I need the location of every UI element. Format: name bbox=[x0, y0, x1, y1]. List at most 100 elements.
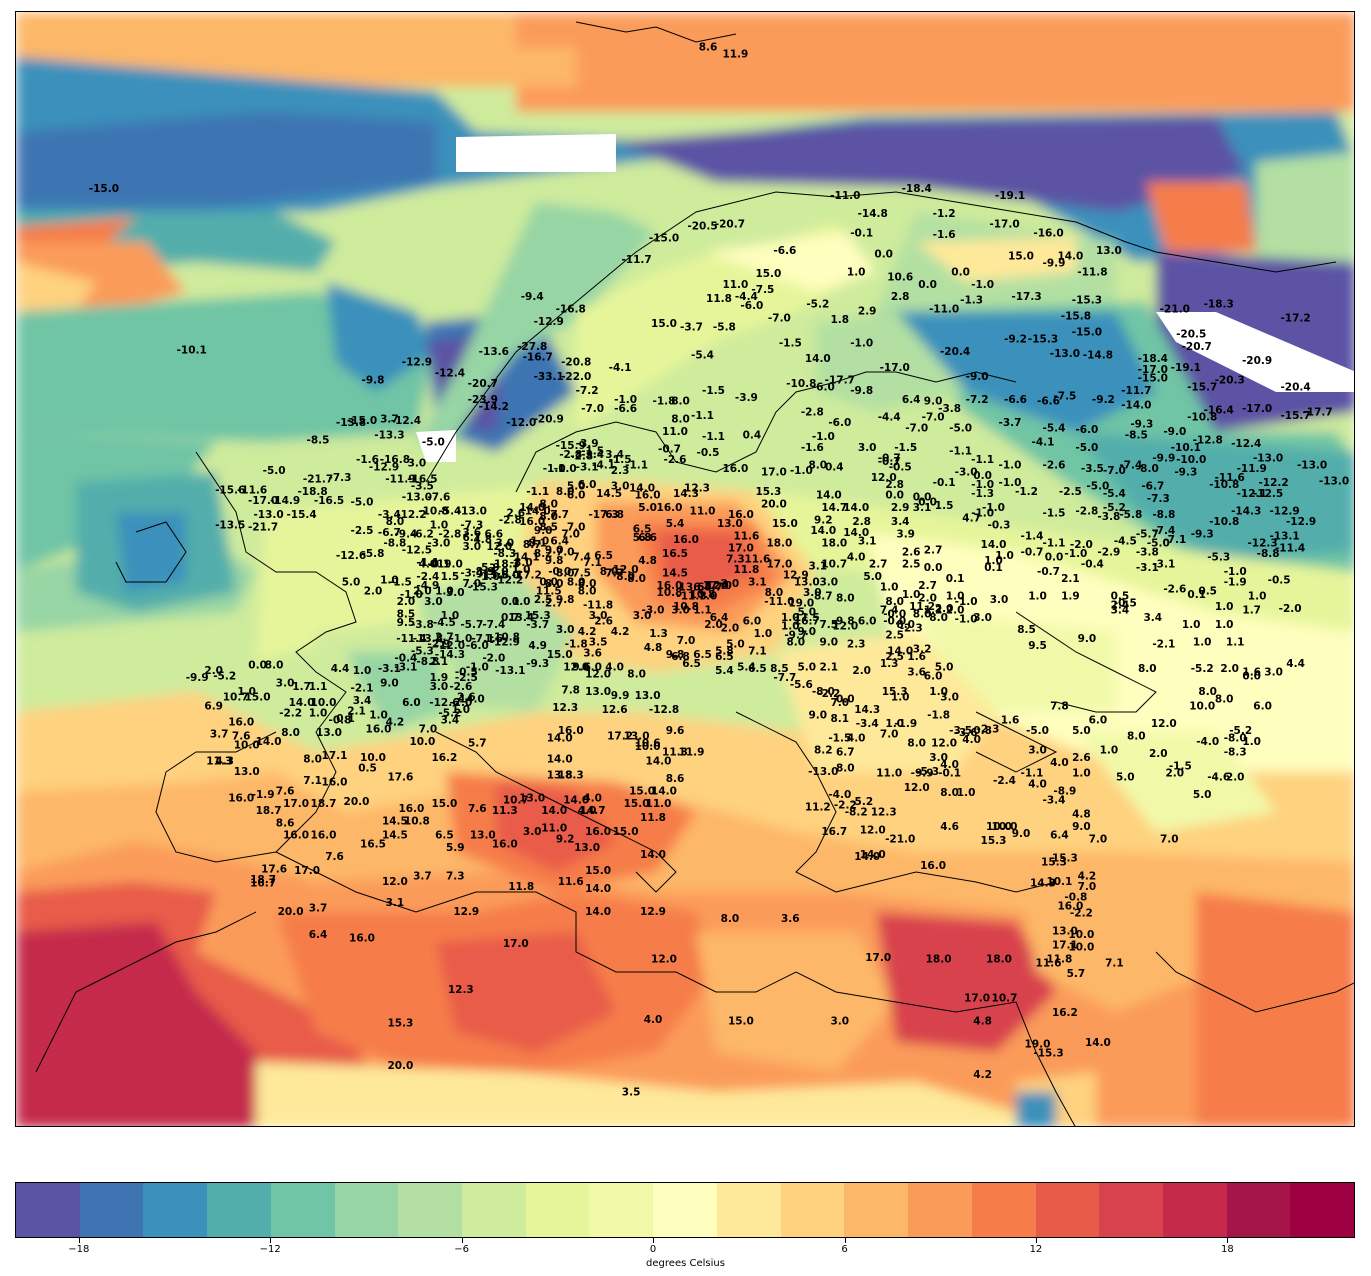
station-temperature-label: 8.0 bbox=[836, 592, 855, 604]
station-temperature-label: 9.6 bbox=[572, 661, 591, 673]
colorbar-tick-mark bbox=[1035, 1238, 1037, 1243]
station-temperature-label: -9.9 bbox=[1043, 258, 1066, 270]
station-temperature-label: 1.7 bbox=[292, 681, 311, 693]
station-temperature-label: -4.1 bbox=[592, 460, 615, 472]
station-temperature-label: -12.9 bbox=[490, 637, 520, 649]
station-temperature-label: 3.0 bbox=[446, 587, 465, 599]
station-temperature-label: 2.0 bbox=[704, 619, 723, 631]
station-temperature-label: 8.0 bbox=[627, 669, 646, 681]
station-temperature-label: -3.1 bbox=[1152, 559, 1175, 571]
station-temperature-label: 8.0 bbox=[671, 396, 690, 408]
station-temperature-label: 12.3 bbox=[871, 807, 897, 819]
station-temperature-label: 1.6 bbox=[484, 633, 503, 645]
station-temperature-label: -2.8 bbox=[570, 451, 593, 463]
station-temperature-label: -2.5 bbox=[1059, 486, 1082, 498]
station-temperature-label: 11.8 bbox=[640, 812, 666, 824]
station-temperature-label: 1.0 bbox=[1100, 745, 1119, 757]
station-temperature-label: 2.7 bbox=[545, 598, 564, 610]
station-temperature-label: -7.0 bbox=[1103, 465, 1126, 477]
station-temperature-label: 8.0 bbox=[721, 913, 740, 925]
colorbar-segment bbox=[143, 1183, 208, 1237]
station-temperature-label: 16.7 bbox=[250, 878, 276, 890]
station-temperature-label: 16.5 bbox=[662, 548, 688, 560]
station-temperature-label: 3.0 bbox=[556, 624, 575, 636]
station-temperature-label: 6.4 bbox=[1050, 830, 1069, 842]
station-temperature-label: 19.0 bbox=[437, 559, 463, 571]
station-temperature-label: 8.0 bbox=[281, 727, 300, 739]
station-temperature-label: -8.5 bbox=[1125, 429, 1148, 441]
station-temperature-label: 3.0 bbox=[940, 692, 959, 704]
station-temperature-label: 7.3 bbox=[726, 553, 745, 565]
station-temperature-label: -2.6 bbox=[1163, 584, 1186, 596]
station-temperature-label: 10.0 bbox=[1068, 929, 1094, 941]
station-temperature-label: -1.0 bbox=[449, 633, 472, 645]
station-temperature-label: 6.6 bbox=[484, 529, 503, 541]
station-temperature-label: -17.0 bbox=[1242, 403, 1272, 415]
station-temperature-label: 10.7 bbox=[992, 993, 1018, 1005]
station-temperature-label: 13.0 bbox=[470, 830, 496, 842]
station-temperature-label: 1.5 bbox=[935, 500, 954, 512]
station-temperature-label: 11.0 bbox=[876, 768, 902, 780]
station-temperature-label: -1.2 bbox=[933, 208, 956, 220]
station-temperature-label: -1.5 bbox=[609, 454, 632, 466]
station-temperature-label: 0.0 bbox=[951, 266, 970, 278]
station-temperature-label: 2.0 bbox=[935, 603, 954, 615]
station-temperature-label: -7.0 bbox=[905, 422, 928, 434]
station-temperature-label: -2.8 bbox=[559, 449, 582, 461]
station-temperature-label: -7.3 bbox=[329, 472, 352, 484]
station-temperature-label: 11.5 bbox=[794, 612, 820, 624]
station-temperature-label: 8.0 bbox=[556, 568, 575, 580]
colorbar-tick-mark bbox=[1227, 1238, 1229, 1243]
station-temperature-label: -23.9 bbox=[468, 394, 498, 406]
station-temperature-label: 6.9 bbox=[204, 700, 223, 712]
station-labels: 8.611.9-15.0-11.0-18.4-19.1-14.8 -1.2-17.… bbox=[89, 41, 1349, 1098]
station-temperature-label: -1.5 bbox=[828, 732, 851, 744]
station-temperature-label: -17.2 bbox=[1280, 313, 1310, 325]
station-temperature-label: 11.0 bbox=[646, 798, 672, 810]
station-temperature-label: -1.3 bbox=[960, 295, 983, 307]
station-temperature-label: -5.4 bbox=[691, 350, 714, 362]
station-temperature-label: -3.8 bbox=[1136, 546, 1159, 558]
station-temperature-label: -12.9 bbox=[402, 357, 432, 369]
station-temperature-label: 1.0 bbox=[1028, 591, 1047, 603]
station-temperature-label: 6.0 bbox=[858, 615, 877, 627]
station-temperature-label: 11.6 bbox=[733, 530, 759, 542]
station-temperature-label: 6.0 bbox=[924, 670, 943, 682]
station-temperature-label: 3.1 bbox=[748, 576, 767, 588]
station-temperature-label: 0.0 bbox=[1242, 670, 1261, 682]
station-temperature-label: 2.0 bbox=[1165, 768, 1184, 780]
station-temperature-label: 14.5 bbox=[382, 816, 408, 828]
station-temperature-label: -1.1 bbox=[526, 486, 549, 498]
station-temperature-label: 11.6 bbox=[1036, 957, 1062, 969]
station-temperature-label: -7.4 bbox=[1119, 460, 1142, 472]
station-temperature-label: 0.1 bbox=[984, 562, 1003, 574]
station-temperature-label: 15.3 bbox=[882, 686, 908, 698]
station-temperature-label: 2.0 bbox=[413, 585, 432, 597]
station-temperature-label: 8.0 bbox=[545, 578, 564, 590]
station-temperature-label: 8.0 bbox=[836, 762, 855, 774]
station-temperature-label: 4.4 bbox=[1286, 658, 1305, 670]
station-temperature-label: 0.0 bbox=[512, 596, 531, 608]
station-temperature-label: -15.3 bbox=[1028, 334, 1058, 346]
station-temperature-label: -5.7 bbox=[460, 619, 483, 631]
station-temperature-label: -4.5 bbox=[433, 617, 456, 629]
station-temperature-label: -15.3 bbox=[468, 582, 498, 594]
station-temperature-label: -1.1 bbox=[702, 431, 725, 443]
station-temperature-label: 8.1 bbox=[830, 713, 849, 725]
station-temperature-label: 0.5 bbox=[1198, 585, 1217, 597]
station-temperature-label: 1.0 bbox=[1215, 601, 1234, 613]
station-temperature-label: 15.0 bbox=[1008, 251, 1034, 263]
station-temperature-label: 6.5 bbox=[435, 830, 454, 842]
station-temperature-label: -2.6 bbox=[449, 681, 472, 693]
station-temperature-label: 1.0 bbox=[1182, 619, 1201, 631]
station-temperature-label: 14.0 bbox=[525, 506, 551, 518]
station-temperature-label: -5.4 bbox=[1043, 422, 1066, 434]
station-temperature-label: -7.0 bbox=[922, 412, 945, 424]
station-temperature-label: 13.0 bbox=[234, 766, 260, 778]
colorbar-tick-label: −12 bbox=[259, 1244, 281, 1255]
station-temperature-label: -1.5 bbox=[702, 385, 725, 397]
station-temperature-label: 5.9 bbox=[446, 842, 465, 854]
station-temperature-label: -8.0 bbox=[1136, 463, 1159, 475]
colorbar-segment bbox=[398, 1183, 463, 1237]
station-temperature-label: 3.0 bbox=[671, 605, 690, 617]
